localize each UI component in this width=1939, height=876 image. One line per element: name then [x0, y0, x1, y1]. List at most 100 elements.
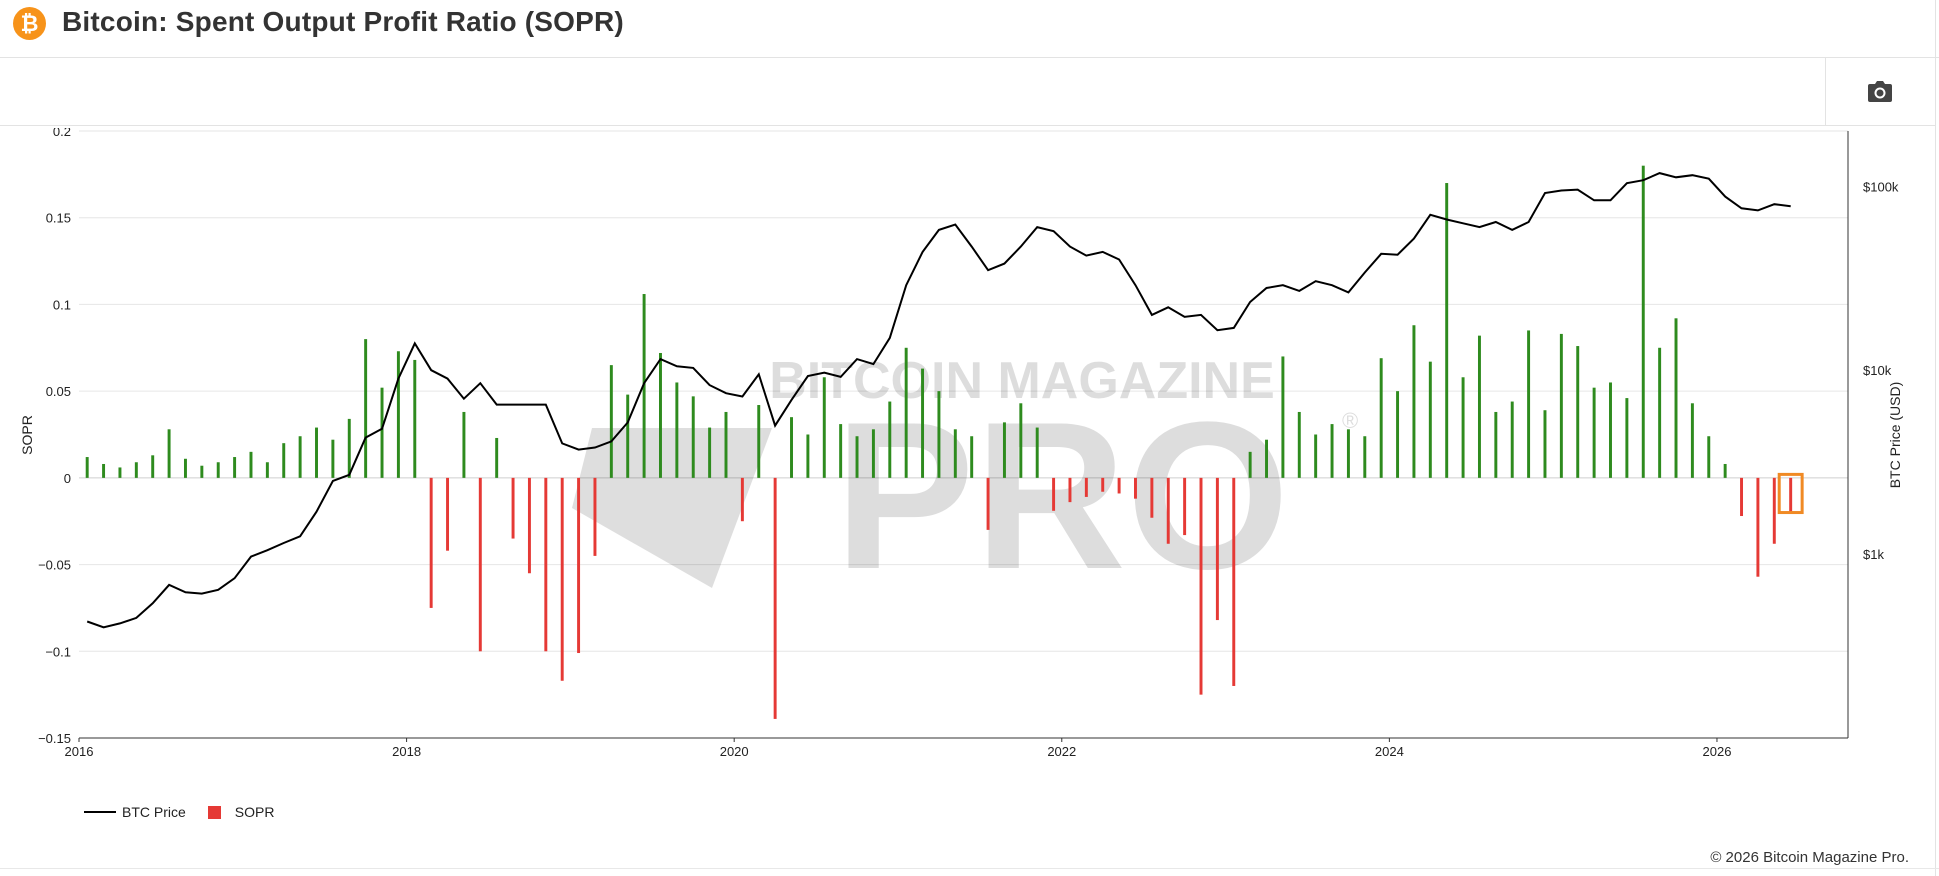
sopr-bar-positive	[183, 458, 187, 478]
highlight-box	[1777, 472, 1804, 515]
sopr-bar-negative	[1756, 477, 1760, 577]
sopr-bar-negative	[593, 477, 597, 556]
legend: BTC Price SOPR	[84, 802, 296, 822]
bottom-border	[0, 868, 1939, 869]
y-tick-label: 0	[64, 471, 71, 486]
sopr-bar-positive	[642, 294, 646, 478]
sopr-bar-positive	[806, 434, 810, 478]
sopr-bar-positive	[1265, 439, 1268, 478]
y-axis-title: SOPR	[19, 415, 35, 455]
legend-item-btc-price[interactable]: BTC Price	[84, 804, 186, 820]
sopr-bar-positive	[1346, 429, 1350, 478]
sopr-bar-positive	[1396, 391, 1400, 478]
sopr-bar-positive	[1297, 411, 1301, 478]
sopr-bar-negative	[986, 477, 990, 530]
sopr-bar-positive	[216, 462, 220, 478]
y2-axis-title: BTC Price (USD)	[1887, 382, 1903, 489]
sopr-bar-negative	[446, 477, 450, 551]
sopr-bar-positive	[1445, 183, 1449, 478]
legend-item-sopr[interactable]: SOPR	[207, 804, 275, 820]
sopr-bar-positive	[298, 436, 302, 478]
sopr-bar-negative	[773, 477, 777, 719]
sopr-bar-positive	[102, 463, 106, 478]
sopr-bar-positive	[970, 436, 974, 478]
sopr-bar-positive	[1707, 436, 1711, 478]
sopr-bar-positive	[871, 429, 875, 478]
sopr-bar-positive	[1379, 358, 1383, 478]
sopr-bar-positive	[839, 424, 843, 478]
sopr-bar-positive	[364, 339, 368, 478]
sopr-bar-negative	[1740, 477, 1744, 517]
sopr-bar-negative	[544, 477, 548, 652]
legend-line-swatch	[84, 811, 116, 813]
toolbar-divider	[1825, 58, 1826, 126]
sopr-bar-positive	[1723, 463, 1727, 478]
sopr-bar-positive	[1428, 361, 1432, 478]
sopr-bar-positive	[1543, 410, 1547, 478]
legend-label-sopr: SOPR	[234, 804, 275, 820]
sopr-bar-positive	[921, 368, 925, 478]
x-tick-label: 2024	[1375, 744, 1404, 759]
y2-tick-label: $100k	[1863, 179, 1899, 194]
sopr-bar-positive	[1576, 346, 1580, 478]
sopr-bar-positive	[413, 359, 417, 478]
sopr-bar-positive	[347, 418, 351, 478]
sopr-bar-positive	[1412, 325, 1416, 478]
sopr-bar-positive	[1658, 347, 1662, 478]
y-tick-label: −0.15	[38, 731, 71, 746]
sopr-bar-negative	[1772, 477, 1776, 544]
sopr-bar-positive	[1559, 333, 1563, 478]
sopr-bar-negative	[1150, 477, 1154, 518]
sopr-bar-positive	[249, 451, 253, 478]
sopr-bar-positive	[888, 401, 892, 478]
sopr-bar-positive	[1330, 424, 1334, 478]
sopr-bar-negative	[1134, 477, 1137, 499]
sopr-bar-positive	[1510, 401, 1514, 478]
sopr-bar-positive	[265, 462, 269, 478]
sopr-bar-negative	[1789, 477, 1793, 513]
page-title: Bitcoin: Spent Output Profit Ratio (SOPR…	[62, 6, 624, 37]
sopr-bar-positive	[151, 455, 155, 478]
sopr-bar-positive	[1314, 434, 1318, 478]
x-tick-label: 2026	[1703, 744, 1732, 759]
sopr-bar-positive	[626, 394, 630, 478]
sopr-bar-positive	[1248, 451, 1252, 478]
watermark-registered-mark: ®	[1342, 408, 1358, 433]
right-border	[1935, 0, 1936, 876]
sopr-bar-positive	[757, 405, 761, 478]
sopr-bar-negative	[1232, 477, 1236, 686]
watermark-chevron	[572, 428, 772, 588]
sopr-bar-positive	[85, 457, 89, 478]
btc-price-line	[86, 172, 1791, 629]
sopr-bar-positive	[937, 391, 941, 478]
x-tick-label: 2020	[720, 744, 749, 759]
sopr-bar-positive	[609, 365, 613, 478]
sopr-bar-positive	[1674, 318, 1678, 478]
watermark-line2: PRO	[834, 378, 1289, 613]
sopr-bar-positive	[1690, 403, 1694, 478]
sopr-bar-positive	[1625, 398, 1629, 478]
sopr-bar-positive	[790, 417, 793, 478]
sopr-bar-negative	[429, 477, 433, 608]
sopr-bar-positive	[691, 396, 695, 478]
sopr-bar-negative	[1084, 477, 1088, 497]
sopr-bar-positive	[462, 411, 466, 478]
sopr-bar-positive	[1281, 356, 1285, 478]
sopr-bar-positive	[1035, 427, 1039, 478]
sopr-bar-positive	[134, 462, 138, 478]
sopr-bar-positive	[1477, 335, 1481, 478]
sopr-bar-positive	[331, 439, 335, 478]
y-tick-label: 0.05	[46, 384, 71, 399]
sopr-bar-positive	[708, 427, 712, 478]
x-tick-label: 2022	[1047, 744, 1076, 759]
sopr-bar-negative	[1068, 477, 1072, 503]
camera-icon[interactable]	[1866, 80, 1894, 104]
sopr-bar-positive	[282, 443, 286, 478]
sopr-bar-negative	[1117, 477, 1121, 494]
sopr-bar-negative	[1052, 477, 1056, 511]
sopr-bar-negative	[511, 477, 515, 539]
sopr-bar-negative	[527, 477, 531, 574]
y-tick-label: 0.1	[53, 297, 71, 312]
sopr-bar-positive	[167, 429, 171, 478]
